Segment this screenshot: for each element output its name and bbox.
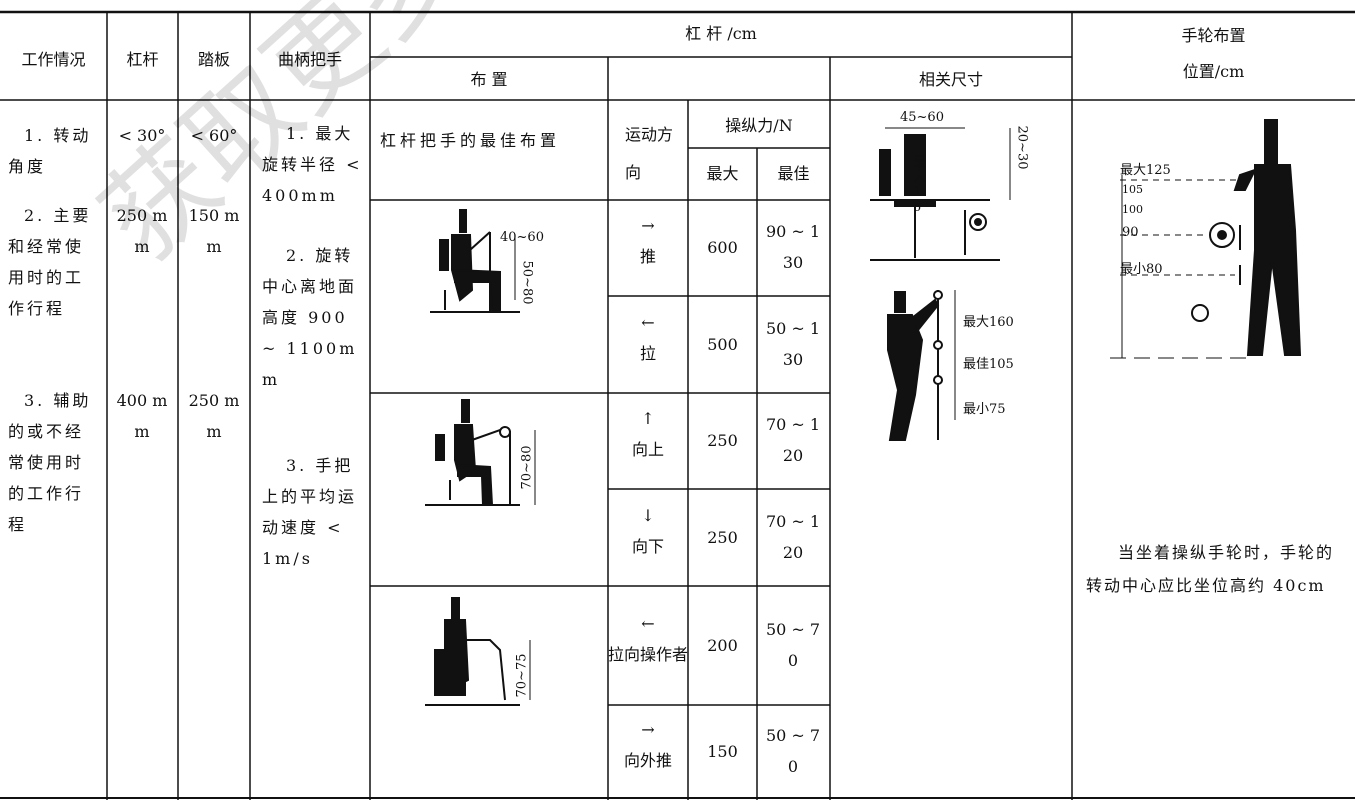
best-force: 90 ~ 130 [765, 222, 821, 272]
handwheel-figure [1110, 119, 1302, 359]
header-cell: 踏板 [197, 50, 230, 69]
direction-label: 拉向操作者 [608, 644, 689, 664]
header-cell: 布 置 [470, 70, 508, 89]
crank-item: 2. 旋转中心离地面高度 900 ~ 1100mm [262, 246, 358, 389]
best-force: 70 ~ 120 [765, 511, 821, 562]
figure-label: 最大15 [913, 155, 927, 215]
figure-label: 105 [1122, 183, 1143, 196]
lever-value: < 30° [118, 126, 166, 145]
figure-label: 最小80 [1120, 262, 1163, 277]
header-cell: 最大 [706, 164, 739, 183]
pedal-value: 250 mm [188, 391, 240, 441]
lever-value: 400 mm [116, 391, 168, 441]
figure-label: 20~30 [1014, 125, 1030, 170]
best-force: 70 ~ 120 [765, 415, 821, 465]
max-force: 250 [707, 431, 738, 450]
header-cell: 工作情况 [21, 50, 86, 69]
figure-label: 45~60 [900, 110, 944, 125]
pedal-value: 150 mm [188, 206, 240, 256]
crank-item: 1. 最大旋转半径 < 400mm [262, 124, 363, 205]
figure-label: 40~60 [500, 230, 544, 245]
figure-label: 90 [1122, 225, 1139, 240]
direction-arrow: ← [641, 613, 655, 633]
figure-label: 50~80 [519, 260, 535, 305]
header-cell: 杠 杆 /cm [685, 24, 757, 43]
figure-label: 70~80 [519, 445, 535, 490]
direction-label: 推 [639, 247, 656, 266]
direction-label: 拉 [639, 343, 656, 363]
figure-label: 70~75 [514, 653, 530, 698]
figure-label: 最小75 [963, 402, 1006, 417]
header-cell: 最佳 [777, 164, 810, 183]
direction-label: 向下 [631, 536, 664, 556]
direction-label: 向外推 [623, 750, 672, 770]
figure-label: 最大160 [963, 315, 1014, 330]
header-cell: 操纵力/N [725, 116, 793, 135]
max-force: 200 [707, 635, 738, 655]
work-item: 1. 转动角度 [8, 126, 92, 176]
max-force: 250 [707, 527, 738, 547]
max-force: 600 [707, 238, 738, 257]
direction-arrow: → [641, 719, 655, 739]
crank-item: 3. 手把上的平均运动速度 < 1m/s [262, 456, 358, 568]
max-force: 150 [707, 741, 738, 761]
header-cell: 运动方向 [625, 125, 674, 182]
direction-arrow: ↓ [641, 505, 655, 525]
direction-arrow: ← [641, 312, 655, 332]
figure-label: 最佳105 [963, 357, 1014, 372]
header-cell: 相关尺寸 [918, 70, 983, 89]
best-force: 50 ~ 130 [765, 318, 821, 369]
header-cell: 杠杆 [126, 50, 159, 69]
header-cell: 位置/cm [1182, 62, 1245, 81]
work-item: 3. 辅助的或不经常使用时的工作行程 [8, 391, 92, 534]
direction-label: 向上 [631, 440, 664, 459]
figure-label: 100 [1122, 203, 1143, 216]
best-force: 50 ~ 70 [765, 619, 821, 670]
lever-figure-3 [425, 597, 531, 706]
lever-figure-1 [430, 209, 520, 313]
lever-figure-2 [425, 399, 536, 506]
handwheel-note: 当坐着操纵手轮时，手轮的转动中心应比坐位高约 40cm [1086, 543, 1335, 595]
figure-label: 最大125 [1120, 163, 1171, 178]
related-figures [870, 127, 1011, 441]
header-cell: 杠杆把手的最佳布置 [380, 131, 561, 150]
direction-arrow: ↑ [641, 409, 655, 428]
work-item: 2. 主要和经常使用时的工作行程 [8, 206, 92, 318]
header-cell: 手轮布置 [1181, 26, 1246, 45]
direction-arrow: → [641, 216, 655, 235]
header-cell: 曲柄把手 [277, 50, 342, 69]
pedal-value: < 60° [190, 126, 238, 145]
best-force: 50 ~ 70 [765, 725, 821, 776]
lever-value: 250 mm [116, 206, 168, 256]
max-force: 500 [707, 334, 738, 354]
